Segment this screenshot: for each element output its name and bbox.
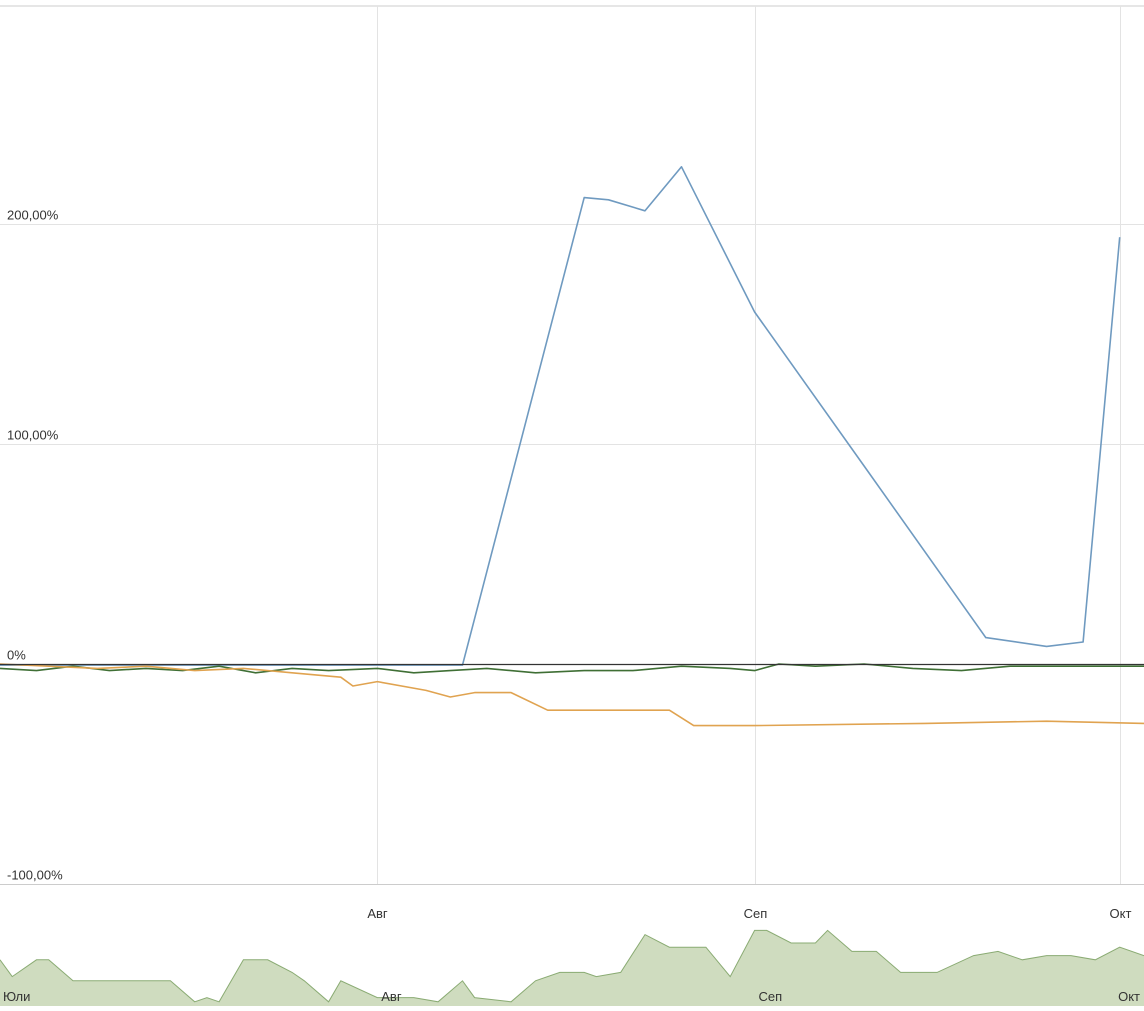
y-tick-label: 100,00% xyxy=(7,428,59,443)
navigator-label: Окт xyxy=(1118,989,1140,1004)
x-tick-label: Авг xyxy=(367,906,388,921)
navigator-area xyxy=(0,930,1144,1006)
series-line-1 xyxy=(0,166,1121,666)
navigator-label: Авг xyxy=(381,989,402,1004)
navigator-line xyxy=(0,929,1144,1003)
y-tick-label: 200,00% xyxy=(7,208,59,223)
series-line-2 xyxy=(0,663,1144,674)
navigator-label: Юли xyxy=(3,989,30,1004)
series-line-3 xyxy=(0,663,1144,727)
x-tick-label: Сеп xyxy=(744,906,768,921)
y-tick-label: 0% xyxy=(7,648,26,663)
y-tick-label: -100,00% xyxy=(7,868,63,883)
x-tick-label: Окт xyxy=(1110,906,1132,921)
navigator-label: Сеп xyxy=(759,989,783,1004)
